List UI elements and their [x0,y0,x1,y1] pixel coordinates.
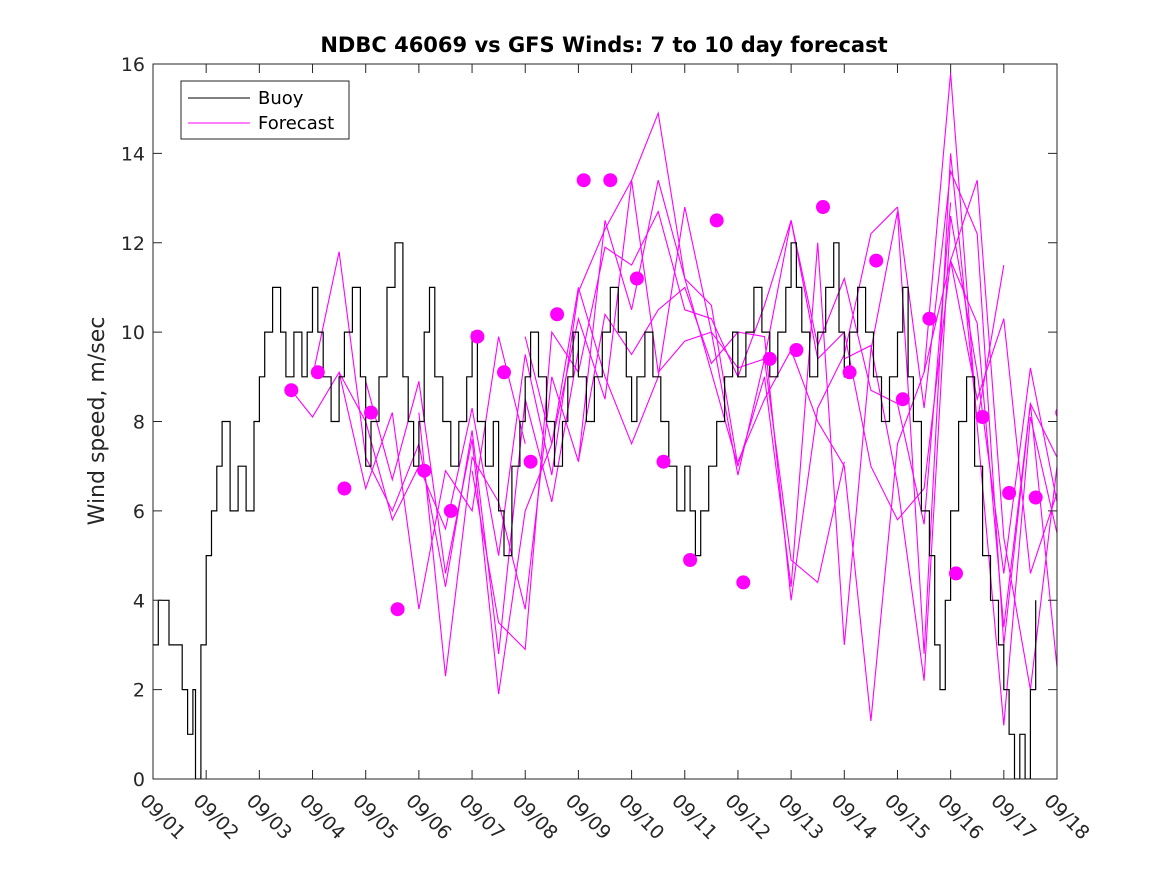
x-tick-label: 09/15 [880,790,934,844]
forecast-line-2 [311,251,579,654]
forecast-line-7 [524,206,845,584]
forecast-marker [576,173,591,188]
x-tick-label: 09/13 [774,790,828,844]
forecast-line-16 [950,260,1057,574]
legend-buoy-label: Buoy [258,88,304,109]
x-tick-label: 09/11 [667,790,721,844]
forecast-marker [1002,486,1017,500]
forecast-line-3 [338,179,633,556]
x-tick-label: 09/12 [720,790,774,844]
y-axis-label: Wind speed, m/sec [85,317,110,526]
legend: Buoy Forecast [180,80,350,140]
forecast-marker [762,351,777,366]
forecast-marker [656,454,671,469]
forecast-marker [869,253,884,268]
buoy-line-group [153,242,1037,779]
x-tick-label: 09/02 [189,790,243,844]
x-tick-label: 09/17 [986,790,1040,844]
forecast-marker [816,200,830,214]
y-tick-label: 12 [121,233,145,255]
forecast-marker [603,173,618,188]
y-tick-label: 0 [133,769,145,791]
forecast-marker [709,213,724,228]
forecast-marker [523,454,538,469]
x-tick-label: 09/18 [1039,790,1093,844]
chart-title: NDBC 46069 vs GFS Winds: 7 to 10 day for… [320,33,887,57]
forecast-marker [390,602,405,617]
forecast-marker [364,405,378,420]
x-tick-label: 09/16 [933,790,987,844]
forecast-marker [337,481,352,496]
forecast-marker [949,566,963,581]
forecast-marker [1028,490,1043,505]
forecast-marker [497,365,511,380]
forecast-marker [470,329,485,344]
y-tick-label: 14 [121,143,145,165]
forecast-marker [789,343,804,357]
x-tick-label: 09/07 [455,790,509,844]
y-tick-label: 10 [121,322,145,344]
y-axis: 0 2 4 6 8 10 12 14 16 [121,54,1057,791]
forecast-lines [290,72,1057,726]
forecast-marker [895,392,910,407]
x-tick-label: 09/06 [401,790,455,844]
x-tick-label: 09/05 [348,790,402,844]
forecast-marker [443,503,458,518]
forecast-marker [629,271,644,286]
x-tick-label: 09/04 [295,790,349,844]
x-tick-label: 09/10 [614,790,668,844]
forecast-line-14 [896,169,1057,668]
y-tick-label: 6 [133,501,145,523]
forecast-line-12 [790,220,1057,628]
forecast-marker [284,383,299,398]
forecast-line-13 [844,215,1057,681]
legend-forecast-label: Forecast [258,113,334,134]
x-tick-label: 09/14 [827,790,881,844]
forecast-marker [736,575,751,590]
forecast-marker [842,365,857,380]
x-tick-label: 09/01 [135,790,189,844]
forecast-line-10 [684,153,1005,654]
y-tick-label: 2 [133,680,145,702]
y-tick-label: 8 [133,412,145,434]
buoy-line [153,242,1037,779]
y-tick-label: 16 [121,54,145,76]
forecast-marker [1055,408,1057,418]
forecast-marker [683,553,698,567]
x-tick-label: 09/03 [242,790,296,844]
forecast-marker [975,410,990,424]
y-tick-label: 4 [133,590,145,612]
forecast-marker [550,307,565,322]
x-tick-label: 09/09 [561,790,615,844]
legend-box [180,80,350,140]
forecast-marker [922,311,937,326]
forecast-marker [417,463,432,478]
forecast-marker [310,365,325,380]
forecast-marker-group [284,173,1057,617]
x-tick-label: 09/08 [508,790,562,844]
